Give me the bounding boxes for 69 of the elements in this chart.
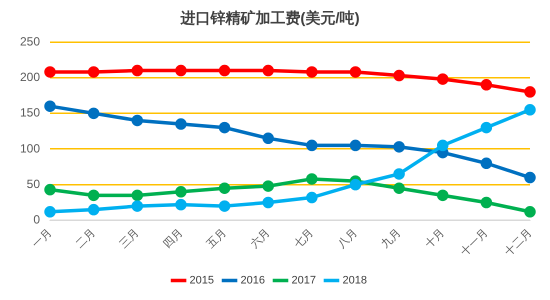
point xyxy=(132,190,144,202)
point xyxy=(262,132,274,144)
point xyxy=(306,66,318,78)
point xyxy=(132,64,144,76)
point xyxy=(175,198,187,210)
legend-label: 2017 xyxy=(292,274,316,287)
point xyxy=(524,206,536,218)
point xyxy=(436,140,448,152)
x-tick-label: 三月 xyxy=(118,226,142,251)
point xyxy=(350,66,362,78)
point xyxy=(480,79,492,91)
point xyxy=(524,86,536,98)
point xyxy=(262,180,274,192)
point xyxy=(262,196,274,208)
point xyxy=(44,100,56,112)
point xyxy=(175,118,187,130)
point xyxy=(480,158,492,170)
point xyxy=(44,66,56,78)
x-tick-label: 十一月 xyxy=(458,226,491,259)
point xyxy=(480,196,492,208)
legend-label: 2018 xyxy=(342,274,367,287)
y-tick-label: 200 xyxy=(20,70,40,84)
point xyxy=(88,190,100,202)
y-tick-label: 50 xyxy=(26,176,40,191)
point xyxy=(350,140,362,152)
x-tick-label: 十二月 xyxy=(502,226,534,259)
point xyxy=(175,64,187,76)
point xyxy=(218,200,230,212)
chart-title: 进口锌精矿加工费(美元/吨) xyxy=(179,9,360,28)
point xyxy=(393,70,405,82)
point xyxy=(175,186,187,198)
point xyxy=(393,168,405,180)
point xyxy=(88,66,100,78)
y-tick-label: 0 xyxy=(33,212,40,227)
x-tick-label: 八月 xyxy=(336,226,360,251)
point xyxy=(44,206,56,218)
point xyxy=(524,104,536,116)
x-tick-label: 十月 xyxy=(422,226,447,251)
point xyxy=(436,190,448,202)
point xyxy=(350,178,362,190)
y-tick-label: 250 xyxy=(20,34,40,48)
x-tick-label: 六月 xyxy=(248,226,272,251)
point xyxy=(88,108,100,120)
x-tick-label: 一月 xyxy=(30,226,54,251)
point xyxy=(132,200,144,212)
x-tick-label: 七月 xyxy=(291,226,316,251)
y-tick-label: 100 xyxy=(20,141,40,156)
point xyxy=(88,204,100,216)
legend-label: 2015 xyxy=(190,274,214,287)
x-tick-label: 五月 xyxy=(204,226,229,251)
point xyxy=(218,122,230,134)
point xyxy=(393,141,405,153)
x-tick-label: 九月 xyxy=(378,226,404,251)
x-tick-label: 二月 xyxy=(74,226,98,251)
point xyxy=(218,182,230,194)
point xyxy=(393,182,405,194)
point xyxy=(262,64,274,76)
x-tick-label: 四月 xyxy=(161,226,186,251)
point xyxy=(44,184,56,196)
point xyxy=(480,122,492,134)
point xyxy=(306,173,318,185)
point xyxy=(306,192,318,204)
point xyxy=(132,114,144,126)
point xyxy=(436,73,448,85)
legend-label: 2016 xyxy=(240,274,266,287)
y-tick-label: 150 xyxy=(20,106,40,120)
point xyxy=(524,172,536,184)
point xyxy=(306,140,318,152)
point xyxy=(218,64,230,76)
